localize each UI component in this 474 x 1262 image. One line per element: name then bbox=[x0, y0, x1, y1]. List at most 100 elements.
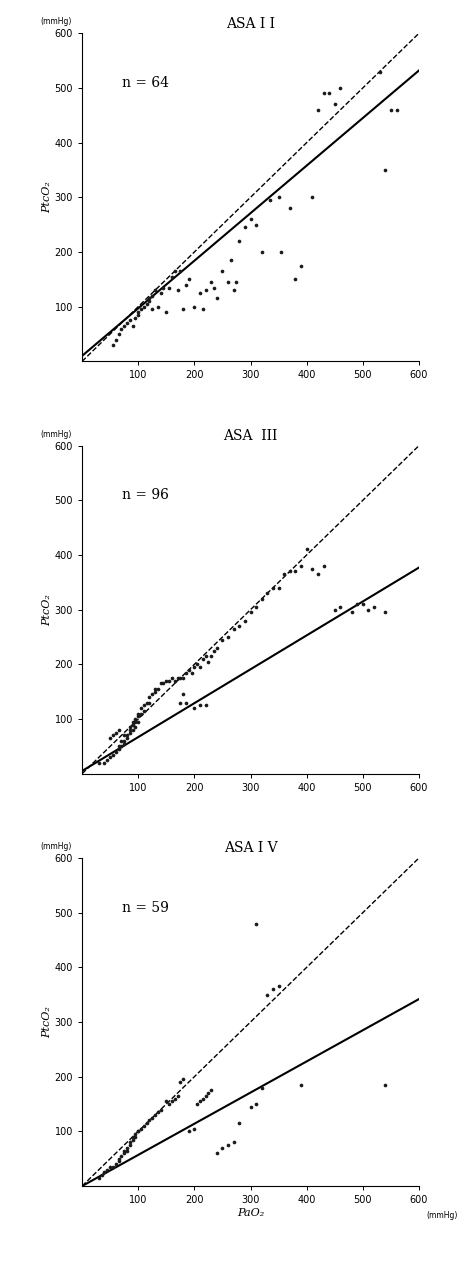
Point bbox=[129, 714, 137, 734]
Point bbox=[199, 299, 207, 319]
Point bbox=[252, 1094, 260, 1114]
Point bbox=[106, 728, 114, 748]
Point bbox=[286, 562, 293, 582]
Point bbox=[148, 299, 156, 319]
Point bbox=[354, 594, 361, 615]
Point bbox=[157, 1099, 164, 1119]
Point bbox=[137, 299, 145, 319]
Point bbox=[202, 1085, 210, 1106]
Point bbox=[382, 602, 389, 622]
Point bbox=[297, 1075, 305, 1095]
Text: (mmHg): (mmHg) bbox=[40, 429, 72, 439]
Point bbox=[115, 324, 122, 345]
Point bbox=[314, 100, 322, 120]
Point bbox=[219, 630, 226, 650]
Point bbox=[191, 297, 198, 317]
Point bbox=[115, 1151, 122, 1171]
Point bbox=[132, 1124, 139, 1145]
Point bbox=[151, 681, 159, 702]
Point bbox=[236, 1113, 243, 1133]
Point bbox=[115, 719, 122, 740]
Point bbox=[193, 1094, 201, 1114]
Text: (mmHg): (mmHg) bbox=[40, 18, 72, 27]
Point bbox=[264, 984, 271, 1005]
Point bbox=[370, 597, 378, 617]
Point bbox=[208, 273, 215, 293]
Point bbox=[382, 160, 389, 180]
Point bbox=[179, 299, 187, 319]
Point bbox=[126, 1135, 134, 1155]
Point bbox=[241, 217, 249, 237]
Point bbox=[103, 750, 111, 770]
Point bbox=[98, 1165, 106, 1185]
Point bbox=[224, 273, 232, 293]
Point bbox=[103, 1160, 111, 1180]
Point bbox=[135, 703, 142, 723]
Point bbox=[258, 1078, 265, 1098]
Point bbox=[309, 187, 316, 207]
Point bbox=[126, 723, 134, 743]
Point bbox=[202, 646, 210, 666]
Point bbox=[230, 1132, 237, 1152]
Point bbox=[264, 583, 271, 603]
Text: (mmHg): (mmHg) bbox=[426, 1212, 457, 1220]
Title: ASA  III: ASA III bbox=[223, 429, 278, 443]
Point bbox=[132, 308, 139, 328]
Point bbox=[331, 95, 338, 115]
Point bbox=[100, 752, 108, 772]
Point bbox=[171, 261, 179, 281]
Point bbox=[247, 209, 255, 230]
Point bbox=[348, 602, 356, 622]
Point bbox=[210, 278, 218, 298]
Point bbox=[171, 670, 179, 690]
Point bbox=[236, 616, 243, 636]
Point bbox=[258, 588, 265, 608]
Point bbox=[303, 539, 310, 559]
Point bbox=[182, 663, 190, 683]
Point bbox=[252, 215, 260, 235]
Point bbox=[157, 283, 164, 303]
Point bbox=[309, 559, 316, 579]
Point bbox=[120, 1141, 128, 1161]
Point bbox=[314, 564, 322, 584]
Point bbox=[132, 717, 139, 737]
Text: n = 96: n = 96 bbox=[122, 488, 169, 502]
Point bbox=[297, 555, 305, 575]
Text: (mmHg): (mmHg) bbox=[40, 842, 72, 851]
Point bbox=[137, 703, 145, 723]
Point bbox=[112, 1155, 119, 1175]
Point bbox=[129, 712, 137, 732]
Title: ASA I V: ASA I V bbox=[224, 842, 277, 856]
Point bbox=[126, 719, 134, 740]
Point bbox=[236, 231, 243, 251]
Point bbox=[120, 1143, 128, 1164]
Point bbox=[185, 1122, 192, 1142]
Point bbox=[365, 599, 372, 620]
Point bbox=[173, 1085, 181, 1106]
Point bbox=[188, 663, 195, 683]
Point bbox=[151, 679, 159, 699]
Point bbox=[337, 78, 344, 98]
Point bbox=[230, 618, 237, 639]
Point bbox=[163, 1092, 170, 1112]
Point bbox=[148, 684, 156, 704]
Point bbox=[123, 726, 131, 746]
Point bbox=[154, 297, 162, 317]
Point bbox=[281, 564, 288, 584]
Point bbox=[95, 752, 103, 772]
Point bbox=[179, 1069, 187, 1089]
Point bbox=[148, 285, 156, 305]
Point bbox=[146, 693, 153, 713]
Point bbox=[132, 1127, 139, 1147]
Point bbox=[115, 740, 122, 760]
Point bbox=[219, 261, 226, 281]
Point bbox=[185, 269, 192, 289]
Point bbox=[135, 1122, 142, 1142]
Point bbox=[115, 736, 122, 756]
Point bbox=[176, 261, 184, 281]
Point bbox=[168, 266, 176, 286]
Point bbox=[247, 1097, 255, 1117]
Point bbox=[176, 668, 184, 688]
Point bbox=[165, 278, 173, 298]
Point bbox=[213, 1143, 220, 1164]
